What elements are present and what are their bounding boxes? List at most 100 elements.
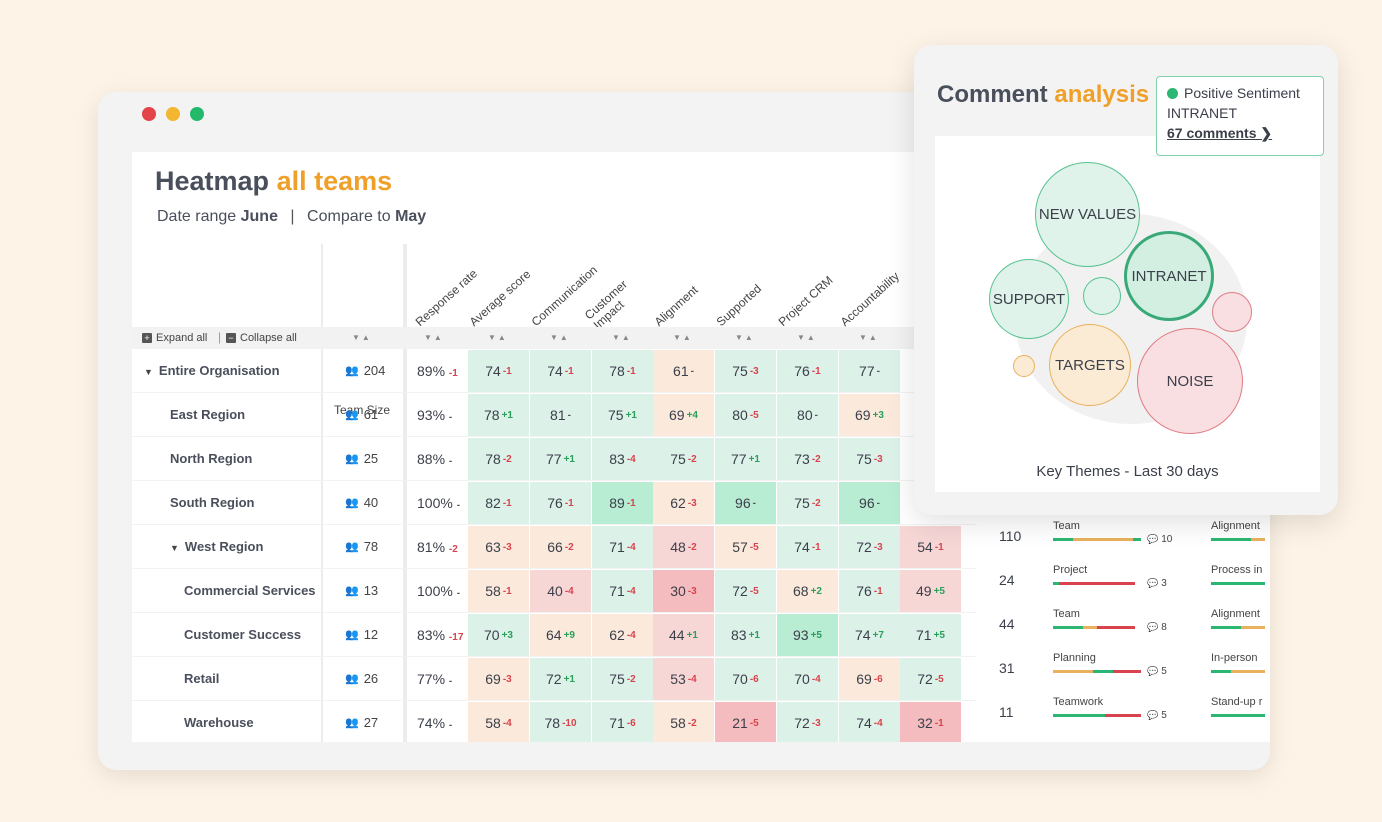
- bubble-support[interactable]: SUPPORT: [989, 259, 1069, 339]
- heatmap-cell[interactable]: 30 -3: [653, 570, 714, 612]
- heatmap-cell[interactable]: 78 -1: [592, 350, 653, 392]
- team-size-header[interactable]: Team Size: [334, 403, 391, 417]
- team-size-sort-icon[interactable]: ▼▲: [352, 333, 372, 342]
- heatmap-cell[interactable]: 63 -3: [468, 526, 529, 568]
- heatmap-cell[interactable]: 81-: [530, 394, 591, 436]
- comment-count[interactable]: 💬 5: [1147, 710, 1167, 721]
- row-label[interactable]: South Region: [170, 495, 255, 510]
- close-window-dot[interactable]: [142, 107, 156, 121]
- column-header[interactable]: Accountability: [837, 269, 903, 329]
- heatmap-cell[interactable]: 76 -1: [839, 570, 900, 612]
- heatmap-cell[interactable]: 72 -5: [900, 658, 961, 700]
- table-row[interactable]: Warehouse 👥 27 74% -58 -4 78 -10 71 -6 58 -2 21 -5 72…: [132, 701, 977, 742]
- heatmap-cell[interactable]: 62 -4: [592, 614, 653, 656]
- heatmap-cell[interactable]: 71 -6: [592, 702, 653, 742]
- table-row[interactable]: Customer Success 👥 12 83% -17 70 +3 64 +9 62 -4 44…: [132, 613, 977, 657]
- comment-row[interactable]: 44 Team 💬 8 Alignment: [977, 602, 1270, 646]
- table-row[interactable]: ▼ West Region 👥 78 81% -2 63 -3 66 -2 71 -4 48 -2 57-…: [132, 525, 977, 569]
- date-range-value[interactable]: June: [240, 208, 278, 225]
- table-row[interactable]: East Region 👥 61 93% -78 +1 81-75 +1 69 +4 80 -5 80…: [132, 393, 977, 437]
- row-label[interactable]: East Region: [170, 407, 245, 422]
- heatmap-cell[interactable]: 54 -1: [900, 526, 961, 568]
- heatmap-cell[interactable]: 48 -2: [653, 526, 714, 568]
- heatmap-cell[interactable]: 57 -5: [715, 526, 776, 568]
- table-row[interactable]: Retail 👥 26 77% -69 -3 72 +1 75 -2 53 -4 70 -6 70 -4 69…: [132, 657, 977, 701]
- sort-arrows-icon[interactable]: ▼▲: [673, 333, 693, 342]
- sort-arrows-icon[interactable]: ▼▲: [612, 333, 632, 342]
- heatmap-cell[interactable]: 40 -4: [530, 570, 591, 612]
- comment-count[interactable]: 💬 5: [1147, 666, 1167, 677]
- heatmap-cell[interactable]: 44 +1: [653, 614, 714, 656]
- heatmap-cell[interactable]: 96-: [715, 482, 776, 524]
- table-row[interactable]: South Region 👥 40 100% -82 -1 76 -1 89 -1 62 -3 96-…: [132, 481, 977, 525]
- heatmap-cell[interactable]: 76 -1: [530, 482, 591, 524]
- heatmap-cell[interactable]: 58 -4: [468, 702, 529, 742]
- heatmap-cell[interactable]: 70 -4: [777, 658, 838, 700]
- sort-arrows-icon[interactable]: ▼▲: [859, 333, 879, 342]
- heatmap-cell[interactable]: 66 -2: [530, 526, 591, 568]
- heatmap-cell[interactable]: 77 +1: [715, 438, 776, 480]
- heatmap-cell[interactable]: 96-: [839, 482, 900, 524]
- row-label[interactable]: ▼ West Region: [170, 539, 263, 554]
- heatmap-cell[interactable]: 32 -1: [900, 702, 961, 742]
- bubble-small-orange[interactable]: [1013, 355, 1035, 377]
- sort-arrows-icon[interactable]: ▼▲: [550, 333, 570, 342]
- heatmap-cell[interactable]: 72 +1: [530, 658, 591, 700]
- column-header[interactable]: Customer Impact: [581, 277, 630, 332]
- sort-arrows-icon[interactable]: ▼▲: [797, 333, 817, 342]
- heatmap-cell[interactable]: 80-: [777, 394, 838, 436]
- heatmap-cell[interactable]: 71 +5: [900, 614, 961, 656]
- heatmap-cell[interactable]: 75 +1: [592, 394, 653, 436]
- row-label[interactable]: Commercial Services: [184, 583, 316, 598]
- sort-arrows-icon[interactable]: ▼▲: [735, 333, 755, 342]
- heatmap-cell[interactable]: 74 -1: [777, 526, 838, 568]
- heatmap-cell[interactable]: 64 +9: [530, 614, 591, 656]
- column-header[interactable]: Alignment: [651, 282, 701, 329]
- comment-row[interactable]: 11 Teamwork 💬 5 Stand-up r: [977, 690, 1270, 734]
- heatmap-cell[interactable]: 74 -1: [468, 350, 529, 392]
- row-label[interactable]: ▼ Entire Organisation: [144, 363, 280, 378]
- bubble-targets[interactable]: TARGETS: [1049, 324, 1131, 406]
- tooltip-comments-link[interactable]: 67 comments ❯: [1167, 125, 1273, 141]
- bubble-noise[interactable]: NOISE: [1137, 328, 1243, 434]
- comment-count[interactable]: 💬 3: [1147, 578, 1167, 589]
- heatmap-cell[interactable]: 70 +3: [468, 614, 529, 656]
- comment-row[interactable]: 31 Planning 💬 5 In-person: [977, 646, 1270, 690]
- heatmap-cell[interactable]: 68 +2: [777, 570, 838, 612]
- column-header[interactable]: Project CRM: [775, 273, 836, 329]
- table-row[interactable]: ▼ Entire Organisation 👥 204 89% -1 74 -1 74 -1 78…: [132, 349, 977, 393]
- heatmap-cell[interactable]: 58 -2: [653, 702, 714, 742]
- heatmap-cell[interactable]: 82 -1: [468, 482, 529, 524]
- heatmap-cell[interactable]: 75 -2: [653, 438, 714, 480]
- heatmap-cell[interactable]: 53 -4: [653, 658, 714, 700]
- column-header[interactable]: Supported: [713, 281, 765, 329]
- row-label[interactable]: Warehouse: [184, 715, 254, 730]
- heatmap-cell[interactable]: 69 +4: [653, 394, 714, 436]
- comment-row[interactable]: 24 Project 💬 3 Process in: [977, 558, 1270, 602]
- heatmap-cell[interactable]: 83 -4: [592, 438, 653, 480]
- heatmap-cell[interactable]: 72 -5: [715, 570, 776, 612]
- heatmap-cell[interactable]: 21 -5: [715, 702, 776, 742]
- maximize-window-dot[interactable]: [190, 107, 204, 121]
- heatmap-cell[interactable]: 78 +1: [468, 394, 529, 436]
- bubble-small-red[interactable]: [1212, 292, 1252, 332]
- heatmap-cell[interactable]: 74 -1: [530, 350, 591, 392]
- heatmap-cell[interactable]: 76 -1: [777, 350, 838, 392]
- heatmap-cell[interactable]: 71 -4: [592, 570, 653, 612]
- heatmap-cell[interactable]: 74 +7: [839, 614, 900, 656]
- bubble-intranet[interactable]: INTRANET: [1124, 231, 1214, 321]
- compare-value[interactable]: May: [395, 208, 427, 225]
- comment-count[interactable]: 💬 8: [1147, 622, 1167, 633]
- heatmap-cell[interactable]: 80 -5: [715, 394, 776, 436]
- heatmap-cell[interactable]: 75 -2: [592, 658, 653, 700]
- heatmap-cell[interactable]: 61-: [653, 350, 714, 392]
- heatmap-cell[interactable]: 75 -3: [839, 438, 900, 480]
- sort-arrows-icon[interactable]: ▼▲: [488, 333, 508, 342]
- table-row[interactable]: North Region 👥 25 88% -78 -2 77 +1 83 -4 75 -2 77 +1…: [132, 437, 977, 481]
- heatmap-cell[interactable]: 62 -3: [653, 482, 714, 524]
- heatmap-cell[interactable]: 89 -1: [592, 482, 653, 524]
- row-label[interactable]: Retail: [184, 671, 219, 686]
- heatmap-cell[interactable]: 74 -4: [839, 702, 900, 742]
- heatmap-cell[interactable]: 72 -3: [839, 526, 900, 568]
- heatmap-cell[interactable]: 75 -2: [777, 482, 838, 524]
